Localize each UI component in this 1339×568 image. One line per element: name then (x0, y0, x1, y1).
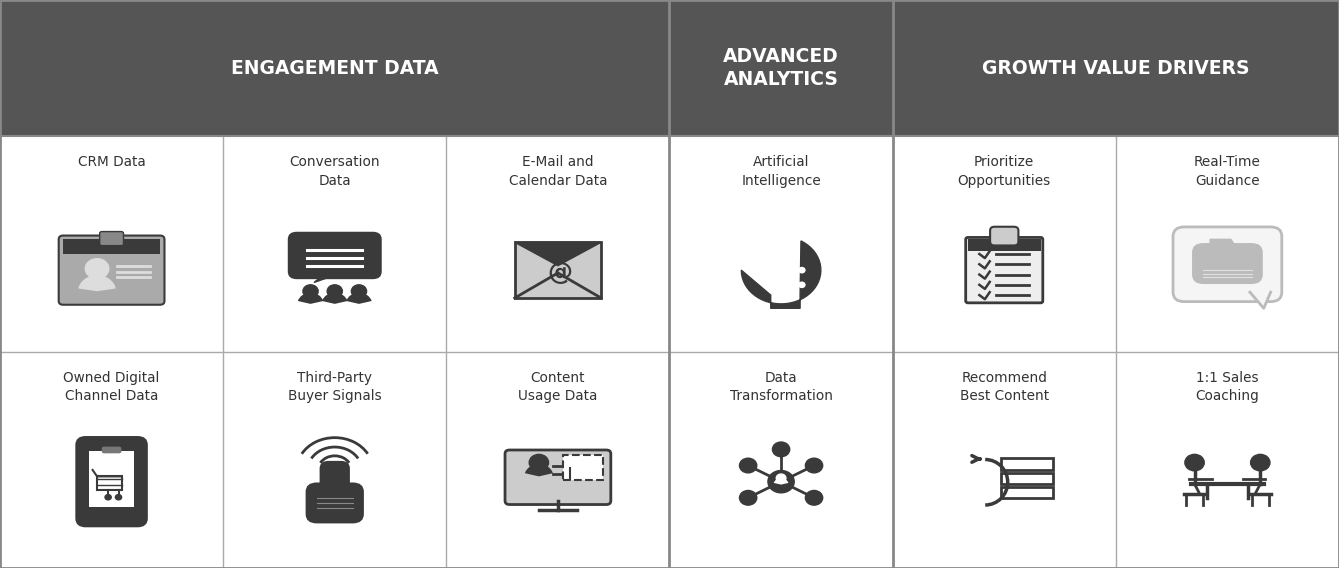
Circle shape (769, 470, 794, 493)
Bar (514, 243, 601, 298)
Polygon shape (313, 272, 345, 282)
FancyBboxPatch shape (1192, 243, 1263, 284)
Circle shape (529, 454, 549, 471)
Circle shape (774, 241, 781, 247)
Circle shape (104, 495, 111, 500)
Text: Real-Time
Guidance: Real-Time Guidance (1194, 155, 1261, 187)
Circle shape (739, 458, 757, 473)
Text: @: @ (548, 261, 572, 285)
Text: ENGAGEMENT DATA: ENGAGEMENT DATA (230, 59, 439, 78)
Text: ADVANCED
ANALYTICS: ADVANCED ANALYTICS (723, 47, 840, 89)
Bar (893, 0, 1339, 136)
Bar (63, 239, 161, 254)
Text: Third-Party
Buyer Signals: Third-Party Buyer Signals (288, 371, 382, 403)
Polygon shape (1249, 292, 1271, 308)
Bar (1000, 473, 1052, 484)
Bar (564, 456, 603, 480)
Wedge shape (525, 464, 553, 477)
Text: Content
Usage Data: Content Usage Data (518, 371, 597, 403)
Circle shape (805, 458, 822, 473)
Circle shape (1185, 454, 1204, 471)
Circle shape (115, 495, 122, 500)
Polygon shape (1210, 239, 1240, 253)
Wedge shape (297, 293, 323, 304)
Bar (670, 0, 893, 136)
Text: Recommend
Best Content: Recommend Best Content (960, 371, 1048, 403)
Text: Owned Digital
Channel Data: Owned Digital Channel Data (63, 371, 159, 403)
Circle shape (777, 474, 786, 482)
FancyBboxPatch shape (59, 236, 165, 305)
Circle shape (351, 285, 367, 298)
Wedge shape (323, 293, 347, 304)
Polygon shape (742, 241, 821, 308)
Text: CRM Data: CRM Data (78, 155, 146, 169)
Bar (96, 477, 122, 490)
Polygon shape (514, 243, 601, 266)
FancyBboxPatch shape (76, 437, 146, 526)
FancyBboxPatch shape (288, 232, 382, 279)
Circle shape (303, 285, 319, 298)
Bar (0, 0, 670, 136)
Bar (968, 239, 1040, 251)
Circle shape (86, 258, 108, 279)
Text: E-Mail and
Calendar Data: E-Mail and Calendar Data (509, 155, 607, 187)
Circle shape (773, 442, 790, 457)
FancyBboxPatch shape (965, 237, 1043, 303)
Circle shape (1251, 454, 1269, 471)
Wedge shape (78, 275, 115, 291)
Text: Data
Transformation: Data Transformation (730, 371, 833, 403)
FancyBboxPatch shape (990, 227, 1019, 245)
FancyBboxPatch shape (305, 482, 364, 524)
Text: Conversation
Data: Conversation Data (289, 155, 380, 187)
FancyBboxPatch shape (505, 450, 611, 504)
Circle shape (327, 285, 343, 298)
Bar (1000, 458, 1052, 470)
Wedge shape (347, 293, 372, 304)
Text: Artificial
Intelligence: Artificial Intelligence (742, 155, 821, 187)
Circle shape (799, 268, 805, 273)
Text: GROWTH VALUE DRIVERS: GROWTH VALUE DRIVERS (981, 59, 1249, 78)
FancyBboxPatch shape (320, 461, 349, 501)
Circle shape (799, 282, 805, 287)
Text: Prioritize
Opportunities: Prioritize Opportunities (957, 155, 1051, 187)
Circle shape (739, 490, 757, 505)
Bar (90, 452, 134, 507)
Text: 1:1 Sales
Coaching: 1:1 Sales Coaching (1196, 371, 1259, 403)
FancyBboxPatch shape (102, 446, 122, 453)
Circle shape (805, 490, 822, 505)
Circle shape (782, 273, 787, 279)
Bar (1000, 487, 1052, 498)
FancyBboxPatch shape (1173, 227, 1281, 302)
Wedge shape (774, 478, 789, 485)
Circle shape (761, 258, 767, 264)
FancyBboxPatch shape (99, 232, 123, 245)
